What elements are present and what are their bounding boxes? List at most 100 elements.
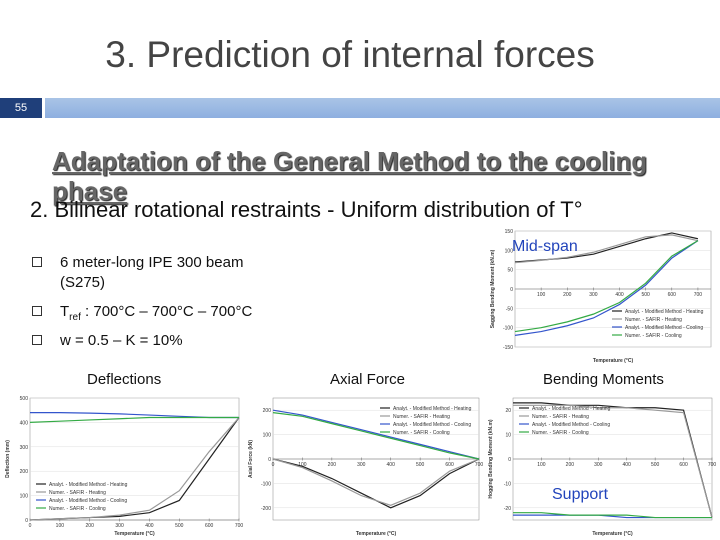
caption: Axial Force — [330, 371, 406, 388]
slide-number: 55 — [0, 98, 42, 118]
y-tick-label: -50 — [506, 306, 513, 312]
legend-label: Numer. - SAFIR - Heating — [393, 414, 450, 420]
y-tick-label: 10 — [505, 433, 511, 439]
caption: Deflections — [87, 371, 162, 388]
x-tick-label: 400 — [145, 523, 154, 529]
chart: -20 -10 0 10 20 100 200 300 400 500 600 700 Temperat… — [488, 397, 717, 537]
chart-label: Support — [552, 486, 609, 503]
series-line — [29, 417, 240, 521]
y-tick-label: 0 — [25, 518, 28, 524]
x-tick-label: 500 — [416, 462, 425, 468]
series-line — [513, 404, 713, 518]
x-tick-label: 700 — [235, 523, 244, 529]
slide-title: 3. Prediction of internal forces — [105, 34, 595, 75]
x-tick-label: 600 — [205, 523, 214, 529]
bullet-text: T — [60, 303, 70, 320]
legend-label: Analyt. - Modified Method - Cooling — [49, 498, 127, 504]
y-tick-label: 20 — [505, 408, 511, 414]
x-tick-label: 700 — [694, 292, 703, 298]
series-line — [272, 409, 480, 460]
x-tick-label: 200 — [328, 462, 337, 468]
bullet-text: w = 0.5 – K = 10% — [60, 332, 183, 349]
x-tick-label: 300 — [594, 462, 603, 468]
subscript: ref — [69, 312, 81, 323]
series-line — [29, 416, 239, 423]
y-tick-label: 50 — [507, 268, 513, 274]
x-tick-label: 300 — [115, 523, 124, 529]
series-line — [514, 234, 699, 264]
x-tick-label: 600 — [679, 462, 688, 468]
legend-label: Analyt. - Modified Method - Cooling — [625, 325, 703, 331]
y-tick-label: 200 — [263, 408, 272, 414]
x-axis-label: Temperature (°C) — [593, 358, 634, 364]
y-tick-label: 150 — [505, 229, 514, 235]
y-tick-label: -100 — [261, 481, 271, 487]
subheading: 2. Bilinear rotational restraints - Unif… — [30, 197, 583, 222]
x-tick-label: 400 — [387, 462, 396, 468]
x-tick-label: 200 — [566, 462, 575, 468]
chart: -200 -100 0 100 200 0 100 200 300 400 500 600 700 Tem… — [248, 397, 483, 537]
y-axis-label: Axial Force (kN) — [248, 440, 254, 478]
series-line — [29, 417, 240, 521]
heading: Adaptation of the General Method to the … — [52, 146, 648, 206]
x-tick-label: 400 — [615, 292, 624, 298]
x-tick-label: 200 — [563, 292, 572, 298]
y-tick-label: -200 — [261, 506, 271, 512]
legend-label: Numer. - SAFIR - Heating — [532, 414, 589, 420]
x-tick-label: 500 — [641, 292, 650, 298]
caption: Bending Moments — [543, 371, 664, 388]
bullet-text: Tref : 700°C – 700°C – 700°C — [60, 302, 360, 328]
x-tick-label: 500 — [175, 523, 184, 529]
legend-label: Numer. - SAFIR - Heating — [49, 490, 106, 496]
y-tick-label: 300 — [20, 445, 29, 451]
y-axis-label: Deflection (mm) — [5, 440, 11, 478]
x-tick-label: 500 — [651, 462, 660, 468]
x-tick-label: 0 — [272, 462, 275, 468]
x-tick-label: 100 — [56, 523, 65, 529]
x-tick-label: 600 — [445, 462, 454, 468]
y-tick-label: 0 — [508, 457, 511, 463]
y-tick-label: -10 — [504, 481, 511, 487]
y-tick-label: 500 — [20, 396, 29, 402]
chart: 0 100 200 300 400 500 0 100 200 300 400 500 600 700 Te… — [5, 396, 244, 537]
legend-label: Numer. - SAFIR - Cooling — [49, 506, 106, 512]
header-bar — [45, 98, 720, 118]
series-line — [30, 412, 239, 419]
series-line — [514, 240, 699, 336]
x-tick-label: 300 — [589, 292, 598, 298]
legend-label: Numer. - SAFIR - Cooling — [393, 430, 450, 436]
x-tick-label: 700 — [708, 462, 717, 468]
legend-label: Numer. - SAFIR - Heating — [625, 317, 682, 323]
chart: -150 -100 -50 0 50 100 150 100 200 300 400 500 600 70… — [490, 229, 712, 364]
legend-label: Numer. - SAFIR - Cooling — [532, 430, 589, 436]
y-axis-label: Hogging Bending Moment (kN.m) — [488, 419, 494, 498]
series-line — [272, 458, 480, 506]
y-tick-label: -20 — [504, 506, 511, 512]
series-line — [513, 402, 713, 518]
y-axis-label: Sagging Bending Moment (kN.m) — [490, 249, 496, 328]
legend-label: Analyt. - Modified Method - Cooling — [393, 422, 471, 428]
legend-label: Numer. - SAFIR - Cooling — [625, 333, 682, 339]
series-line — [272, 412, 480, 460]
x-tick-label: 400 — [623, 462, 632, 468]
y-tick-label: 0 — [268, 457, 271, 463]
x-axis-label: Temperature (°C) — [114, 531, 155, 537]
x-tick-label: 100 — [298, 462, 307, 468]
legend-label: Analyt. - Modified Method - Heating — [532, 406, 611, 412]
y-tick-label: 200 — [20, 469, 29, 475]
y-tick-label: 100 — [263, 433, 272, 439]
series-line — [513, 512, 712, 519]
bullet-text: : 700°C – 700°C – 700°C — [80, 303, 253, 320]
series-line — [514, 240, 699, 333]
y-tick-label: 0 — [510, 287, 513, 293]
x-tick-label: 300 — [357, 462, 366, 468]
y-tick-label: 400 — [20, 420, 29, 426]
x-tick-label: 200 — [86, 523, 95, 529]
legend-label: Analyt. - Modified Method - Heating — [625, 309, 704, 315]
bullet-text: 6 meter-long IPE 300 beam (S275) — [60, 254, 244, 291]
y-tick-label: -100 — [503, 326, 513, 332]
y-tick-label: 100 — [20, 494, 29, 500]
x-tick-label: 100 — [537, 292, 546, 298]
x-tick-label: 100 — [537, 462, 546, 468]
